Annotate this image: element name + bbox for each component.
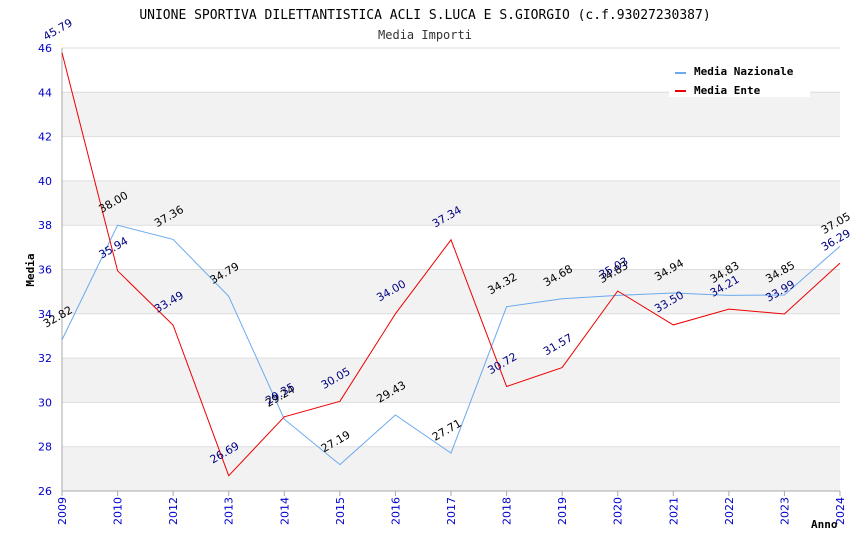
y-tick-label: 30 bbox=[38, 396, 52, 409]
x-tick-label: 2021 bbox=[667, 497, 680, 525]
data-label: 45.79 bbox=[41, 16, 75, 43]
y-tick-label: 42 bbox=[38, 131, 52, 144]
x-axis-ticks: 2009 2010 2012 2013 2014 2015 2016 2017 2018 2019… bbox=[56, 491, 847, 525]
series-line-media-ente bbox=[61, 52, 841, 477]
chart-title: UNIONE SPORTIVA DILETTANTISTICA ACLI S.L… bbox=[139, 8, 710, 23]
grid-band bbox=[62, 358, 840, 403]
grid-band bbox=[62, 92, 840, 137]
legend-label-media-nazionale: Media Nazionale bbox=[694, 65, 794, 78]
grid-bands bbox=[62, 92, 840, 491]
y-tick-label: 28 bbox=[38, 441, 52, 454]
y-tick-label: 38 bbox=[38, 219, 52, 232]
grid-band bbox=[62, 180, 840, 226]
x-tick-label: 2020 bbox=[612, 497, 625, 525]
x-axis-label: Anno bbox=[811, 518, 838, 531]
y-tick-label: 26 bbox=[38, 485, 52, 498]
y-axis-ticks: 26 28 30 32 34 36 38 40 42 44 46 bbox=[38, 42, 52, 498]
x-tick-label: 2013 bbox=[223, 497, 236, 525]
y-axis-label: Media bbox=[24, 253, 37, 286]
legend-label-media-ente: Media Ente bbox=[694, 84, 761, 97]
x-tick-label: 2018 bbox=[501, 497, 514, 525]
grid-band bbox=[62, 269, 840, 314]
grid-lines bbox=[62, 47, 840, 492]
legend-box bbox=[669, 59, 810, 97]
x-tick-label: 2010 bbox=[112, 497, 125, 525]
x-tick-label: 2014 bbox=[278, 497, 291, 525]
y-tick-label: 46 bbox=[38, 42, 52, 55]
x-tick-label: 2016 bbox=[389, 497, 402, 525]
data-label: 31.57 bbox=[541, 331, 575, 358]
y-tick-label: 32 bbox=[38, 352, 52, 365]
x-tick-label: 2023 bbox=[778, 497, 791, 525]
series-line-media-nazionale bbox=[61, 224, 841, 466]
y-tick-label: 40 bbox=[38, 175, 52, 188]
series-lines bbox=[61, 52, 841, 477]
y-tick-label: 34 bbox=[38, 308, 52, 321]
y-tick-label: 36 bbox=[38, 264, 52, 277]
x-tick-label: 2012 bbox=[167, 497, 180, 525]
grid-band bbox=[62, 446, 840, 491]
data-label: 35.94 bbox=[97, 234, 131, 261]
data-label: 27.71 bbox=[430, 417, 464, 444]
chart-subtitle: Media Importi bbox=[378, 28, 472, 42]
x-tick-label: 2009 bbox=[56, 497, 69, 525]
x-tick-label: 2015 bbox=[334, 497, 347, 525]
x-tick-label: 2024 bbox=[834, 497, 847, 525]
y-tick-label: 44 bbox=[38, 86, 52, 99]
x-tick-label: 2019 bbox=[556, 497, 569, 525]
x-tick-label: 2022 bbox=[723, 497, 736, 525]
x-tick-label: 2017 bbox=[445, 497, 458, 525]
legend: Media Nazionale Media Ente bbox=[669, 59, 810, 97]
